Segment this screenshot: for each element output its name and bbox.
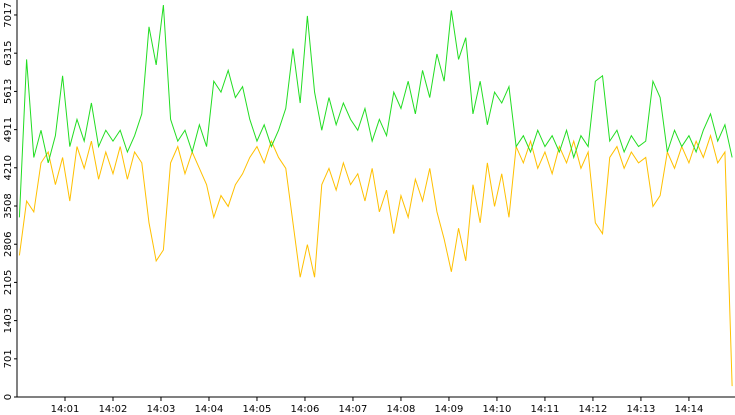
y-tick-label: 6315 xyxy=(3,40,14,65)
line-series xyxy=(18,133,733,387)
x-tick-label: 14:08 xyxy=(387,404,416,415)
x-tick-label: 14:03 xyxy=(147,404,176,415)
y-tick-label: 2806 xyxy=(3,232,14,257)
x-tick-label: 14:07 xyxy=(339,404,368,415)
x-tick-label: 14:02 xyxy=(99,404,128,415)
y-tick-label: 7017 xyxy=(3,2,14,27)
y-tick-label: 2105 xyxy=(3,270,14,295)
y-tick-label: 4210 xyxy=(3,155,14,180)
line-series xyxy=(18,4,733,218)
y-tick-label: 0 xyxy=(3,394,14,400)
x-tick-label: 14:11 xyxy=(531,404,560,415)
x-tick-label: 14:09 xyxy=(435,404,464,415)
y-tick-label: 3508 xyxy=(3,193,14,218)
x-tick-label: 14:05 xyxy=(243,404,272,415)
y-tick-label: 4911 xyxy=(3,117,14,142)
y-tick-label: 701 xyxy=(3,349,14,368)
y-tick-label: 1403 xyxy=(3,308,14,333)
x-tick-label: 14:01 xyxy=(51,404,80,415)
x-tick-label: 14:12 xyxy=(579,404,608,415)
y-tick-label: 5613 xyxy=(3,79,14,104)
x-tick-label: 14:06 xyxy=(291,404,320,415)
x-tick-label: 14:04 xyxy=(195,404,224,415)
x-tick-label: 14:10 xyxy=(483,404,512,415)
x-tick-label: 14:13 xyxy=(627,404,656,415)
x-tick-label: 14:14 xyxy=(675,404,704,415)
